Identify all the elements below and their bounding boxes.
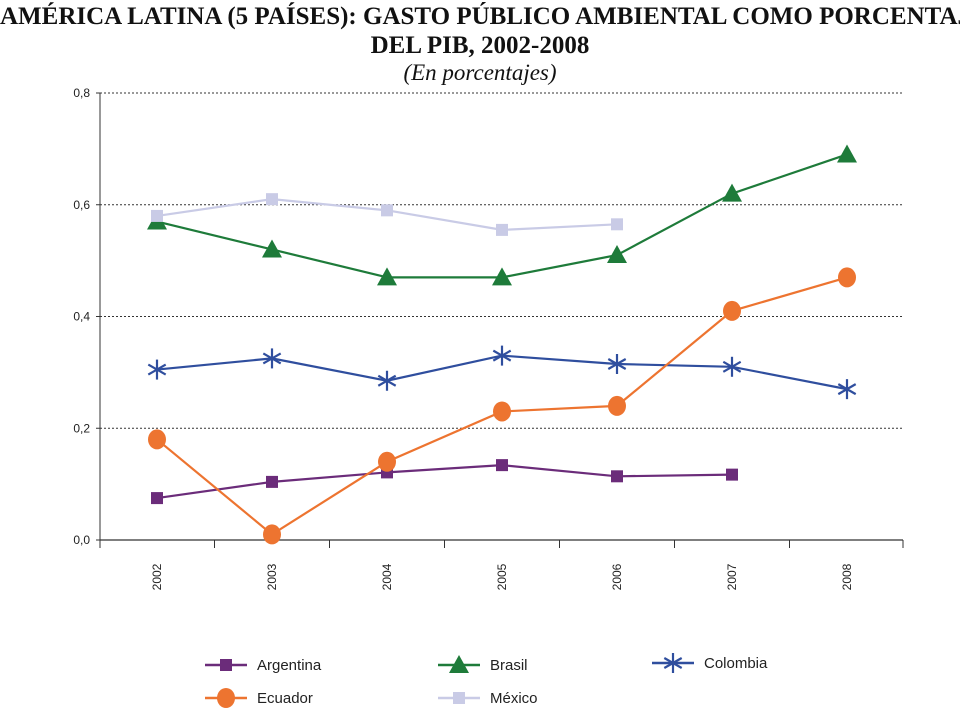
data-point-ecuador — [723, 300, 741, 321]
chart-subtitle: (En porcentajes) — [403, 60, 557, 85]
legend-marker-colombia — [663, 653, 683, 673]
legend-item-brasil: Brasil — [438, 655, 528, 674]
y-tick-label: 0,4 — [73, 310, 90, 324]
data-point-ecuador — [263, 524, 281, 545]
legend-marker-argentina — [220, 659, 232, 671]
asterisk-stroke — [722, 360, 742, 373]
legend-item-mexico: México — [438, 690, 538, 707]
asterisk-stroke — [147, 363, 167, 376]
data-point-colombia — [492, 345, 512, 366]
data-point-brasil — [607, 245, 627, 264]
data-point-argentina — [726, 468, 738, 481]
axis-layer: 0,0 0,2 0,4 0,6 0,8 2002 2003 2004 2005 2006 2007 2… — [73, 86, 904, 590]
legend-label-ecuador: Ecuador — [257, 690, 313, 707]
data-point-ecuador — [838, 267, 856, 288]
legend-label-mexico: México — [490, 690, 538, 707]
data-point-argentina — [496, 459, 508, 472]
data-point-mexico — [151, 209, 163, 222]
x-tick-label: 2005 — [495, 563, 509, 590]
asterisk-stroke — [663, 657, 683, 669]
x-tick-label: 2004 — [380, 563, 394, 590]
legend-label-brasil: Brasil — [490, 657, 528, 674]
data-point-argentina — [611, 470, 623, 483]
chart-title-line-1: AMÉRICA LATINA (5 PAÍSES): GASTO PÚBLICO… — [0, 3, 960, 30]
data-point-brasil — [722, 183, 742, 202]
legend-marker-mexico — [453, 692, 465, 704]
series-ecuador — [148, 267, 856, 545]
data-point-colombia — [377, 370, 397, 391]
asterisk-stroke — [262, 352, 282, 365]
data-point-mexico — [496, 223, 508, 236]
y-tick-label: 0,6 — [73, 198, 90, 212]
chart-title-line-2: DEL PIB, 2002-2008 — [370, 32, 590, 59]
asterisk-stroke — [377, 374, 397, 387]
data-point-colombia — [837, 379, 857, 400]
legend-item-ecuador: Ecuador — [205, 688, 313, 708]
x-tick-label: 2006 — [610, 563, 624, 590]
series-layer — [147, 144, 857, 545]
data-point-colombia — [262, 348, 282, 369]
y-tick-label: 0,0 — [73, 533, 90, 547]
data-point-colombia — [147, 359, 167, 380]
x-tick-label: 2007 — [725, 563, 739, 590]
chart-title-block: AMÉRICA LATINA (5 PAÍSES): GASTO PÚBLICO… — [0, 2, 960, 86]
grid-layer — [100, 92, 903, 429]
legend-item-argentina: Argentina — [205, 657, 322, 674]
data-point-brasil — [837, 144, 857, 163]
series-brasil — [147, 144, 857, 286]
data-point-mexico — [266, 193, 278, 206]
data-point-ecuador — [608, 395, 626, 416]
legend-item-colombia: Colombia — [652, 653, 768, 673]
data-point-ecuador — [378, 451, 396, 472]
data-point-mexico — [611, 218, 623, 231]
data-point-ecuador — [148, 429, 166, 450]
data-point-mexico — [381, 204, 393, 217]
asterisk-stroke — [492, 349, 512, 362]
legend-marker-brasil — [449, 655, 469, 673]
series-line-argentina — [156, 464, 733, 500]
data-point-brasil — [492, 267, 512, 286]
data-point-ecuador — [493, 401, 511, 422]
series-mexico — [151, 193, 623, 236]
y-tick-label: 0,8 — [73, 86, 90, 100]
data-point-brasil — [377, 267, 397, 286]
data-point-brasil — [262, 239, 282, 258]
series-line-brasil — [156, 153, 848, 279]
series-colombia — [147, 345, 857, 400]
x-tick-label: 2002 — [150, 563, 164, 590]
legend-marker-ecuador — [217, 688, 235, 708]
asterisk-stroke — [837, 383, 857, 396]
asterisk-stroke — [607, 358, 627, 370]
legend-label-argentina: Argentina — [257, 657, 322, 674]
legend: Argentina Brasil Colombia Ecuador México — [205, 653, 768, 708]
x-tick-label: 2003 — [265, 563, 279, 590]
legend-label-colombia: Colombia — [704, 655, 768, 672]
x-tick-label: 2008 — [840, 563, 854, 590]
data-point-argentina — [151, 492, 163, 505]
y-tick-label: 0,2 — [73, 421, 90, 435]
data-point-argentina — [266, 475, 278, 488]
series-argentina — [151, 459, 738, 505]
data-point-colombia — [607, 353, 627, 374]
data-point-colombia — [722, 356, 742, 377]
